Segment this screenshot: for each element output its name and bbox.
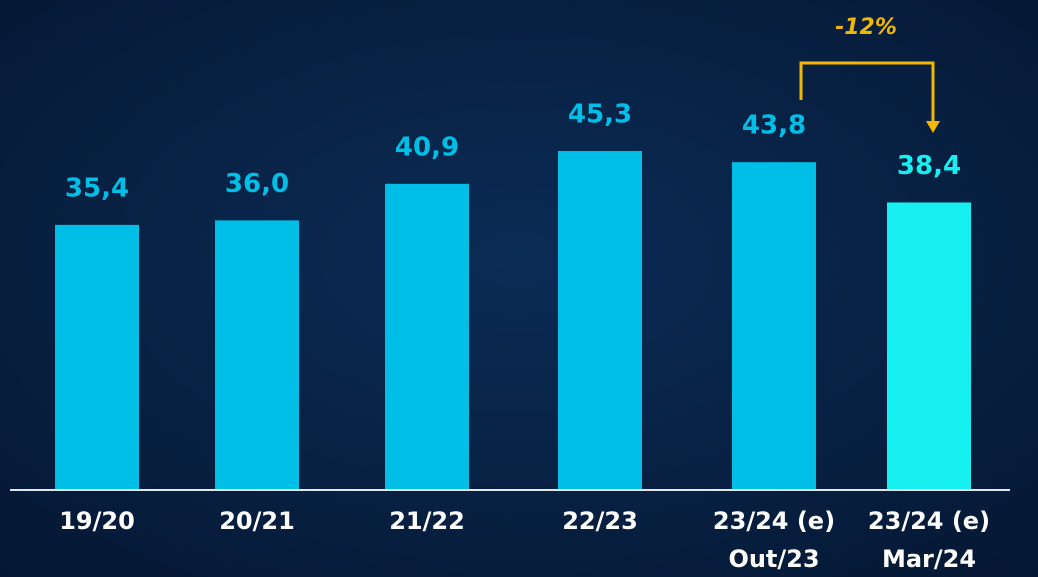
bar: [385, 183, 469, 490]
value-label: 36,0: [225, 169, 289, 199]
bar: [887, 202, 971, 489]
bracket-line: [799, 61, 935, 124]
x-tick-label: 21/22: [389, 507, 465, 535]
value-label: 43,8: [742, 111, 806, 141]
value-label: 40,9: [395, 132, 459, 162]
x-tick-label: 23/24 (e): [713, 507, 835, 535]
x-tick-label: Mar/24: [882, 545, 976, 573]
x-tick-label: Out/23: [728, 545, 819, 573]
bar: [732, 162, 816, 489]
value-label: 35,4: [65, 173, 129, 203]
x-tick-label: 22/23: [562, 507, 638, 535]
arrow-head: [926, 121, 940, 133]
value-label: 38,4: [897, 151, 961, 181]
x-tick-label: 19/20: [59, 507, 135, 535]
value-label: 45,3: [568, 99, 632, 129]
annotation-bracket: [799, 61, 940, 133]
bar: [55, 224, 139, 489]
annotation-text: -12%: [835, 15, 897, 40]
x-tick-label: 23/24 (e): [868, 507, 990, 535]
x-tick-label: 20/21: [219, 507, 295, 535]
bar: [215, 220, 299, 489]
bar: [558, 150, 642, 489]
